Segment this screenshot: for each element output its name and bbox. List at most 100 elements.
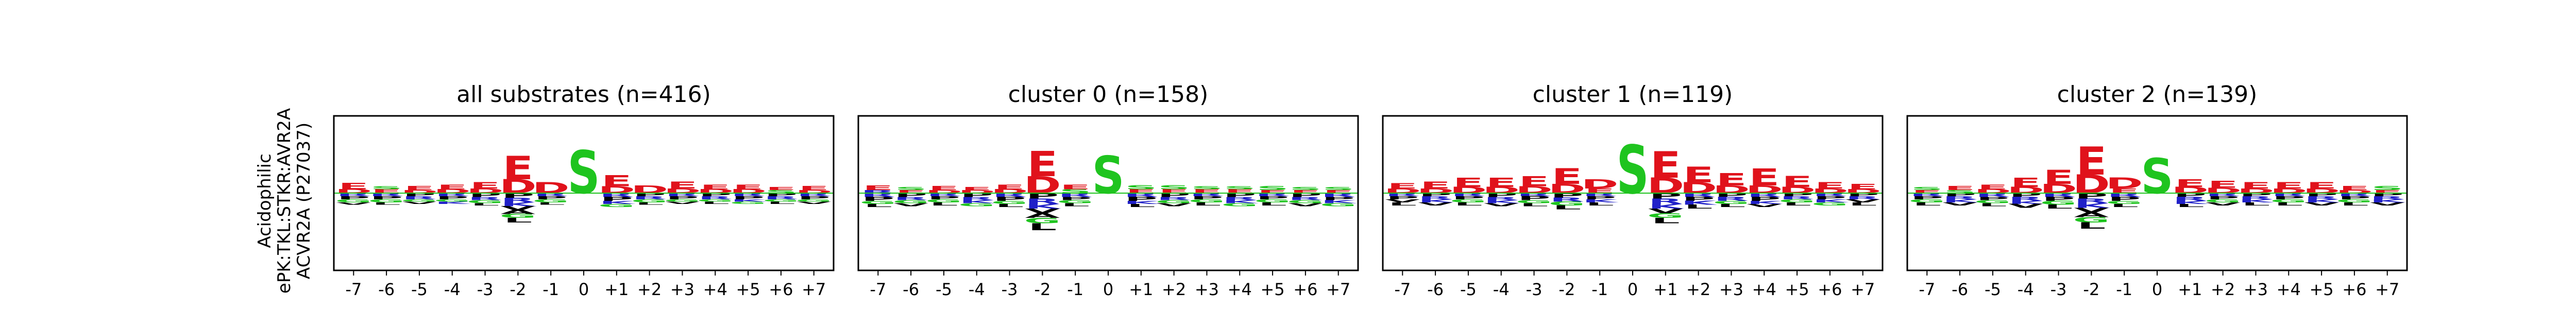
logo-letter-down: R: [534, 192, 568, 197]
logo-letter-down: P: [1682, 196, 1715, 202]
logo-letter-down: L: [635, 202, 664, 205]
logo-letter-down: K: [435, 201, 471, 204]
logo-letter-down: P: [1910, 195, 1943, 200]
logo-letter-down: R: [1025, 197, 1060, 206]
logo-letter-down: G: [2270, 198, 2307, 203]
logo-letter-down: L: [1585, 201, 1614, 207]
logo-letter-down: R: [2074, 197, 2109, 205]
x-tick-label: -6: [1952, 280, 1968, 299]
logo-letter-up: E: [1683, 163, 1714, 188]
logo-letter-up: E: [2306, 181, 2337, 191]
logo-letter-up: E: [2273, 181, 2304, 191]
logo-letter-up: E: [1420, 180, 1451, 191]
logo-letter-down: G: [1221, 202, 1258, 208]
logo-letter-down: G: [925, 198, 962, 203]
x-tick-label: -7: [1394, 280, 1411, 299]
logo-letter-up: E: [799, 185, 829, 191]
logo-letter-down: G: [401, 199, 438, 202]
logo-letter-down: P: [600, 196, 633, 202]
logo-letter-down: R: [698, 195, 733, 200]
x-tick-label: -7: [870, 280, 886, 299]
x-tick-label: -6: [903, 280, 919, 299]
logo-letter-up: E: [1977, 183, 2008, 191]
logo-letter-down: R: [1255, 192, 1290, 197]
logo-letter-down: R: [1942, 195, 1977, 200]
logo-letter-up: D: [1515, 184, 1553, 196]
x-tick-label: +1: [1129, 280, 1153, 299]
logo-panel-3: cluster 2 (n=139)ESRPGL-7SEPRKV-6DERPGL-…: [1906, 81, 2408, 299]
x-tick-label: -3: [1526, 280, 1543, 299]
logo-letter-up: E: [2043, 166, 2074, 188]
x-tick-label: -4: [2018, 280, 2034, 299]
logo-letter-down: R: [468, 196, 502, 201]
logo-letter-up: E: [470, 181, 501, 191]
logo-letter-down: L: [1388, 201, 1417, 207]
x-tick-label: -4: [444, 280, 461, 299]
logo-letter-down: R: [336, 192, 371, 197]
logo-letter-down: K: [1222, 199, 1259, 204]
logo-letter-down: K: [2074, 202, 2110, 210]
x-tick-label: -5: [936, 280, 952, 299]
logo-letter-down: R: [665, 192, 700, 197]
logo-letter-up: E: [338, 181, 369, 191]
logo-letter-up: E: [1453, 175, 1484, 190]
logo-letter-down: V: [2370, 201, 2405, 207]
logo-letter-down: R: [926, 192, 961, 197]
logo-letter-down: V: [1747, 203, 1782, 208]
logo-letter-up: E: [700, 183, 731, 191]
panel-frame: [1382, 115, 1884, 271]
logo-letter-down: R: [731, 192, 765, 197]
logo-letter-down: G: [2336, 198, 2373, 203]
logo-letter-down: L: [1552, 204, 1581, 211]
logo-letter-down: L: [503, 216, 532, 224]
x-tick-label: +4: [1752, 280, 1776, 299]
logo-letter-up: E: [2208, 179, 2239, 190]
logo-letter-up: D: [2073, 169, 2110, 199]
logo-letter-down: R: [1190, 192, 1224, 197]
logo-letter-up: D: [401, 189, 438, 194]
logo-letter-down: K: [1812, 198, 1850, 203]
logo-letter-down: R: [2239, 195, 2273, 200]
logo-letter-up: S: [1289, 186, 1321, 191]
logo-letter-down: R: [369, 192, 403, 197]
logo-letter-up: E: [2076, 139, 2107, 184]
logo-letter-down: L: [1684, 203, 1713, 210]
logo-letter-down: L: [1193, 201, 1222, 207]
logo-letter-up: E: [1323, 189, 1354, 194]
logo-letter-down: L: [1028, 221, 1057, 233]
logo-letter-up: E: [1387, 182, 1418, 191]
logo-letter-down: G: [631, 198, 668, 203]
logo-letter-down: P: [1419, 192, 1452, 197]
logo-letter-down: G: [1057, 199, 1094, 204]
x-tick-label: -3: [1002, 280, 1018, 299]
logo-letter-down: K: [1648, 202, 1685, 210]
x-tick-label: +3: [1195, 280, 1219, 299]
logo-letter-down: L: [1061, 202, 1090, 208]
logo-letter-down: V: [665, 201, 700, 204]
logo-letter-down: G: [467, 199, 504, 204]
logo-letter-down: R: [1583, 192, 1617, 197]
logo-letter-down: P: [1976, 196, 2009, 201]
logo-letter-up: S: [895, 186, 927, 191]
x-tick-label: -4: [1493, 280, 1510, 299]
logo-letter-down: P: [1322, 196, 1355, 201]
panel-frame: [857, 115, 1359, 271]
logo-letter-down: P: [1583, 195, 1616, 200]
logo-letter-down: G: [664, 199, 701, 202]
logo-letter-down: P: [1256, 195, 1289, 200]
logo-letter-up: D: [2106, 175, 2143, 192]
logo-letter-down: P: [1748, 196, 1781, 202]
logo-letter-down: R: [1385, 192, 1420, 197]
logo-letter-down: G: [1024, 216, 1061, 225]
x-tick-label: +2: [1686, 280, 1710, 299]
logo-letter-down: K: [1321, 199, 1358, 204]
logo-letter-down: P: [1452, 195, 1485, 200]
logo-letter-down: R: [1517, 192, 1551, 197]
logo-letter-down: G: [1548, 200, 1585, 207]
logo-letter-down: P: [436, 195, 469, 200]
logo-letter-up: E: [1782, 173, 1812, 191]
row-label-line-2: ePK:TKL:STKR:AVR2A: [274, 108, 295, 294]
logo-letter-down: G: [2040, 200, 2077, 206]
x-tick-label: +4: [2277, 280, 2301, 299]
logo-letter-down: V: [893, 202, 928, 208]
